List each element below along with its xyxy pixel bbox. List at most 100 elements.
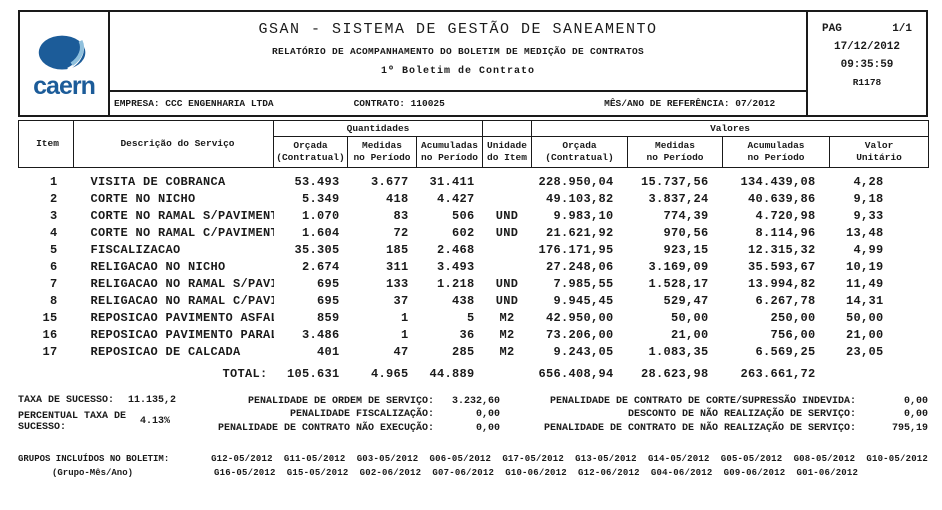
cell-val-acumuladas: 6.569,25 [755, 345, 816, 359]
col-header-item: Item [18, 120, 74, 168]
cell-qtd-medidas: 1 [400, 311, 409, 325]
cell-val-medidas: 15.737,56 [641, 175, 709, 190]
cell-val-orcada: 42.950,00 [546, 311, 614, 325]
summary-section: TAXA DE SUCESSO: 11.135,2 PERCENTUAL TAX… [18, 395, 928, 436]
penalty-label: PENALIDADE DE CONTRATO NÃO EXECUÇÃO: [217, 422, 434, 434]
col-header-unidade: Unidade do Item [482, 136, 533, 168]
cell-valor-unitario: 13,48 [846, 226, 884, 240]
cell-val-medidas: 3.169,09 [648, 260, 709, 274]
cell-val-acumuladas: 35.593,67 [748, 260, 816, 274]
total-qtd-medidas: 4.965 [370, 366, 409, 381]
table-header: Item Descrição do Serviço Quantidades Va… [18, 120, 930, 168]
cell-item: 5 [49, 243, 58, 257]
measurement-table: Item Descrição do Serviço Quantidades Va… [18, 120, 930, 383]
cell-valor-unitario: 10,19 [846, 260, 884, 274]
col-header-val-medidas: Medidas no Período [627, 136, 724, 168]
penalty-row: DESCONTO DE NÃO REALIZAÇÃO DE SERVIÇO: 0… [500, 408, 928, 422]
cell-val-acumuladas: 13.994,82 [748, 277, 816, 291]
col-header-qtd-medidas: Medidas no Período [347, 136, 417, 168]
cell-val-medidas: 774,39 [663, 209, 709, 223]
total-valor-unitario [830, 361, 929, 383]
cell-valor-unitario: 11,49 [846, 277, 884, 291]
cell-descricao: REPOSICAO PAVIMENTO ASFALTO [90, 311, 274, 325]
cell-qtd-orcada: 35.305 [294, 243, 340, 257]
cell-val-orcada: 176.171,95 [538, 243, 614, 257]
col-header-qtd-orcada: Orçada (Contratual) [273, 136, 348, 168]
header-meta-row: EMPRESA: CCC ENGENHARIA LTDA CONTRATO: 1… [110, 90, 806, 115]
penalty-label: PENALIDADE DE CONTRATO DE CORTE/SUPRESSÃ… [549, 395, 856, 407]
cell-item: 17 [42, 345, 58, 359]
contrato-field: CONTRATO: 110025 [353, 98, 445, 109]
cell-val-orcada: 9.243,05 [553, 345, 614, 359]
table-row: 16 REPOSICAO PAVIMENTO PARALELO 3.486 1 … [19, 327, 929, 344]
cell-qtd-acumuladas: 438 [452, 294, 475, 308]
cell-qtd-orcada: 859 [316, 311, 340, 325]
empresa-field: EMPRESA: CCC ENGENHARIA LTDA [114, 98, 274, 109]
cell-val-orcada: 9.945,45 [553, 294, 614, 308]
cell-descricao: RELIGACAO NO RAMAL C/PAVIMENTO [90, 294, 274, 308]
groups-line-1: G12-05/2012 G11-05/2012 G03-05/2012 G06-… [211, 454, 928, 464]
cell-val-acumuladas: 8.114,96 [755, 226, 816, 240]
total-qtd-acumuladas: 44.889 [429, 366, 475, 381]
cell-qtd-medidas: 3.677 [370, 175, 409, 190]
cell-qtd-orcada: 401 [316, 345, 340, 359]
cell-unidade [483, 259, 532, 276]
col-group-quantidades: Quantidades [272, 120, 484, 137]
page-value: 1/1 [892, 23, 912, 35]
cell-descricao: FISCALIZACAO [90, 243, 181, 257]
header-center: GSAN - SISTEMA DE GESTÃO DE SANEAMENTO R… [110, 12, 806, 115]
cell-val-medidas: 1.528,17 [648, 277, 709, 291]
cell-descricao: RELIGACAO NO NICHO [90, 260, 226, 274]
cell-descricao: REPOSICAO PAVIMENTO PARALELO [90, 328, 274, 342]
penalty-label: PENALIDADE DE ORDEM DE SERVIÇO: [247, 395, 434, 407]
cell-val-medidas: 1.083,35 [648, 345, 709, 359]
cell-qtd-orcada: 695 [316, 294, 340, 308]
taxa-sucesso-label: TAXA DE SUCESSO: [18, 394, 115, 406]
cell-item: 3 [49, 209, 58, 223]
cell-descricao: VISITA DE COBRANCA [90, 175, 226, 190]
cell-valor-unitario: 4,28 [853, 175, 884, 190]
col-header-valor-unitario: Valor Unitário [829, 136, 930, 168]
cell-qtd-medidas: 311 [385, 260, 409, 274]
penalty-label: PENALIDADE DE CONTRATO DE NÃO REALIZAÇÃO… [543, 422, 856, 434]
table-body: 1 VISITA DE COBRANCA 53.493 3.677 31.411… [19, 168, 929, 383]
penalty-row: PENALIDADE DE CONTRATO DE CORTE/SUPRESSÃ… [500, 395, 928, 409]
penalty-row: PENALIDADE FISCALIZAÇÃO: 0,00 [206, 408, 500, 422]
cell-unidade: UND [495, 209, 519, 223]
table-row: 6 RELIGACAO NO NICHO 2.674 311 3.493 27.… [19, 259, 929, 276]
cell-val-orcada: 73.206,00 [546, 328, 614, 342]
cell-qtd-medidas: 418 [385, 192, 409, 206]
cell-val-orcada: 21.621,92 [546, 226, 614, 240]
cell-unidade [483, 168, 532, 191]
penalty-row: PENALIDADE DE CONTRATO DE NÃO REALIZAÇÃO… [500, 422, 928, 436]
cell-val-orcada: 27.248,06 [546, 260, 614, 274]
cell-qtd-orcada: 5.349 [301, 192, 340, 206]
cell-valor-unitario: 23,05 [846, 345, 884, 359]
col-header-val-orcada: Orçada (Contratual) [531, 136, 629, 168]
cell-qtd-medidas: 1 [400, 328, 409, 342]
cell-valor-unitario: 4,99 [853, 243, 884, 257]
table-row: 1 VISITA DE COBRANCA 53.493 3.677 31.411… [19, 168, 929, 191]
table-row: 4 CORTE NO RAMAL C/PAVIMENTO 1.604 72 60… [19, 225, 929, 242]
groups-section: GRUPOS INCLUÍDOS NO BOLETIM: G12-05/2012… [18, 452, 928, 480]
table-row: 5 FISCALIZACAO 35.305 185 2.468 176.171,… [19, 242, 929, 259]
cell-val-medidas: 923,15 [663, 243, 709, 257]
penalty-value: 3.232,60 [451, 395, 500, 407]
cell-qtd-acumuladas: 1.218 [437, 277, 475, 291]
cell-val-orcada: 9.983,10 [553, 209, 614, 223]
total-val-orcada: 656.408,94 [538, 366, 614, 381]
cell-unidade: M2 [499, 328, 515, 342]
cell-unidade: UND [495, 226, 519, 240]
total-label: TOTAL: [222, 366, 268, 381]
cell-descricao: CORTE NO NICHO [90, 192, 196, 206]
page-number: PAG 1/1 [808, 20, 926, 38]
cell-item: 1 [49, 175, 58, 190]
page-info-box: PAG 1/1 17/12/2012 09:35:59 R1178 [806, 12, 926, 115]
cell-item: 7 [49, 277, 58, 291]
cell-qtd-medidas: 37 [393, 294, 409, 308]
penalty-value: 0,00 [475, 409, 500, 420]
cell-qtd-medidas: 72 [393, 226, 409, 240]
cell-item: 16 [42, 328, 58, 342]
cell-unidade: M2 [499, 345, 515, 359]
